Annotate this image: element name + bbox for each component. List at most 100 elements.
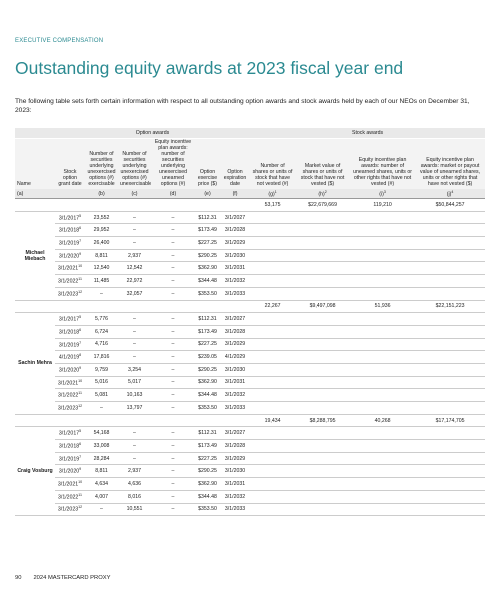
date: 3/1/2017 <box>58 316 80 323</box>
option-cell: – <box>118 338 151 352</box>
option-cell: $290.25 <box>195 363 220 377</box>
grant-date: 3/1/202110 <box>55 477 85 491</box>
option-cell: $344.48 <box>195 388 220 402</box>
column-header: Name <box>15 138 55 189</box>
grant-row: 3/1/20209 9,759 3,254– $290.25 3/1/2030 <box>15 363 486 377</box>
blank-cell <box>350 350 416 364</box>
column-header: Option expiration date <box>220 138 251 189</box>
blank-cell <box>415 223 486 238</box>
date: 3/1/2022 <box>58 278 79 285</box>
blank-cell <box>295 274 351 288</box>
option-cell: – <box>118 452 151 466</box>
option-cell: – <box>151 477 195 491</box>
blank-cell <box>415 350 486 364</box>
blank-cell <box>295 223 351 238</box>
blank-cell <box>295 363 351 377</box>
grant-date: 3/1/20186 <box>55 223 85 238</box>
blank-cell <box>415 261 486 276</box>
blank-cell <box>295 376 351 390</box>
footnote-ref: 6 <box>79 442 82 447</box>
grant-date: 3/1/202110 <box>55 376 85 390</box>
option-cell: $353.50 <box>195 287 220 301</box>
blank-cell <box>295 287 351 301</box>
option-cell: – <box>151 249 195 263</box>
option-cell: – <box>151 236 195 250</box>
option-cell: 3/1/2031 <box>220 376 251 390</box>
grant-row: 3/1/202312–13,797– $353.50 3/1/2033 <box>15 401 486 415</box>
blank-cell <box>415 376 486 390</box>
blank-cell <box>295 439 351 453</box>
blank-cell <box>415 211 486 225</box>
blank-cell <box>350 312 416 326</box>
date: 3/1/2020 <box>58 253 80 260</box>
stock-cell: $9,497,098 <box>295 300 351 314</box>
blank-cell <box>350 477 416 491</box>
footer: 90 2024 MASTERCARD PROXY <box>15 575 122 581</box>
option-cell: – <box>118 223 151 238</box>
option-cell: 3/1/2030 <box>220 464 251 479</box>
grant-date: 3/1/202211 <box>55 388 85 402</box>
column-header: Number of securities underlying unexerci… <box>118 138 151 189</box>
blank-cell <box>195 198 220 212</box>
grant-date: 3/1/202312 <box>55 401 85 415</box>
grant-row: 3/1/20186 29,952– – $173.49 3/1/2028 <box>15 223 486 238</box>
stock-cell: $17,174,705 <box>415 414 486 428</box>
grant-date: 3/1/20209 <box>55 249 85 263</box>
grant-date: 3/1/202312 <box>55 287 85 301</box>
blank-cell <box>350 439 416 453</box>
option-cell: 5,081 <box>85 388 118 402</box>
option-cell: – <box>85 401 118 415</box>
column-letter: (e) <box>195 189 220 199</box>
blank-cell <box>250 426 296 441</box>
option-cell: – <box>151 439 195 453</box>
footnote-ref: 12 <box>78 505 83 510</box>
stock-cell: 51,936 <box>350 300 416 314</box>
blank-cell <box>250 363 296 377</box>
grant-date: 3/1/20197 <box>55 236 85 250</box>
option-cell: 10,551 <box>118 503 151 517</box>
option-cell: – <box>151 211 195 225</box>
blank-cell <box>415 363 486 377</box>
option-cell: $362.90 <box>195 477 220 491</box>
date: 3/1/2020 <box>58 367 80 374</box>
letter: (a) <box>17 190 24 197</box>
date: 3/1/2017 <box>58 215 80 222</box>
option-cell: $353.50 <box>195 401 220 415</box>
option-cell: 3/1/2028 <box>220 223 251 238</box>
column-letter: (a) <box>15 189 85 199</box>
blank-cell <box>350 490 416 504</box>
letter: (g) <box>268 191 275 198</box>
option-cell: – <box>118 439 151 453</box>
footnote-ref: 4 <box>451 190 454 195</box>
option-cell: 3/1/2032 <box>220 388 251 402</box>
grant-row: 3/1/20197 26,400– – $227.25 3/1/2029 <box>15 236 486 250</box>
blank-cell <box>250 249 296 263</box>
grant-row: 3/1/20209 8,811 2,937– $290.25 3/1/2030 <box>15 464 486 479</box>
option-cell: – <box>151 503 195 517</box>
option-cell: 3/1/2032 <box>220 490 251 504</box>
option-cell: 13,797 <box>118 401 151 415</box>
blank-cell <box>118 300 151 314</box>
letter: (d) <box>169 190 177 197</box>
blank-cell <box>250 211 296 225</box>
date: 3/1/2023 <box>57 507 79 514</box>
grant-date: 3/1/20186 <box>55 325 85 339</box>
column-header: Equity incentive plan awards: number of … <box>350 138 416 189</box>
option-cell: 3/1/2028 <box>220 325 251 339</box>
blank-cell <box>415 236 486 250</box>
blank-cell <box>350 452 416 466</box>
option-cell: 3/1/2033 <box>220 503 251 517</box>
option-cell: – <box>118 426 151 441</box>
option-cell: 3,254 <box>118 363 151 377</box>
blank-cell <box>250 490 296 504</box>
option-cell: 4/1/2029 <box>220 350 251 364</box>
option-cell: 3/1/2030 <box>220 249 251 263</box>
footnote-ref: 10 <box>78 378 83 383</box>
option-cell: 17,816 <box>85 350 118 364</box>
group-header-row: Option awards Stock awards <box>15 128 486 139</box>
option-cell: – <box>151 350 195 364</box>
blank-cell <box>220 198 251 212</box>
option-cell: 12,540 <box>85 261 118 276</box>
grant-row: 3/1/202312–32,057– $353.50 3/1/2033 <box>15 287 486 301</box>
grant-row: Michael Miebach 3/1/20175 23,552– – $112.31 3… <box>15 211 486 301</box>
